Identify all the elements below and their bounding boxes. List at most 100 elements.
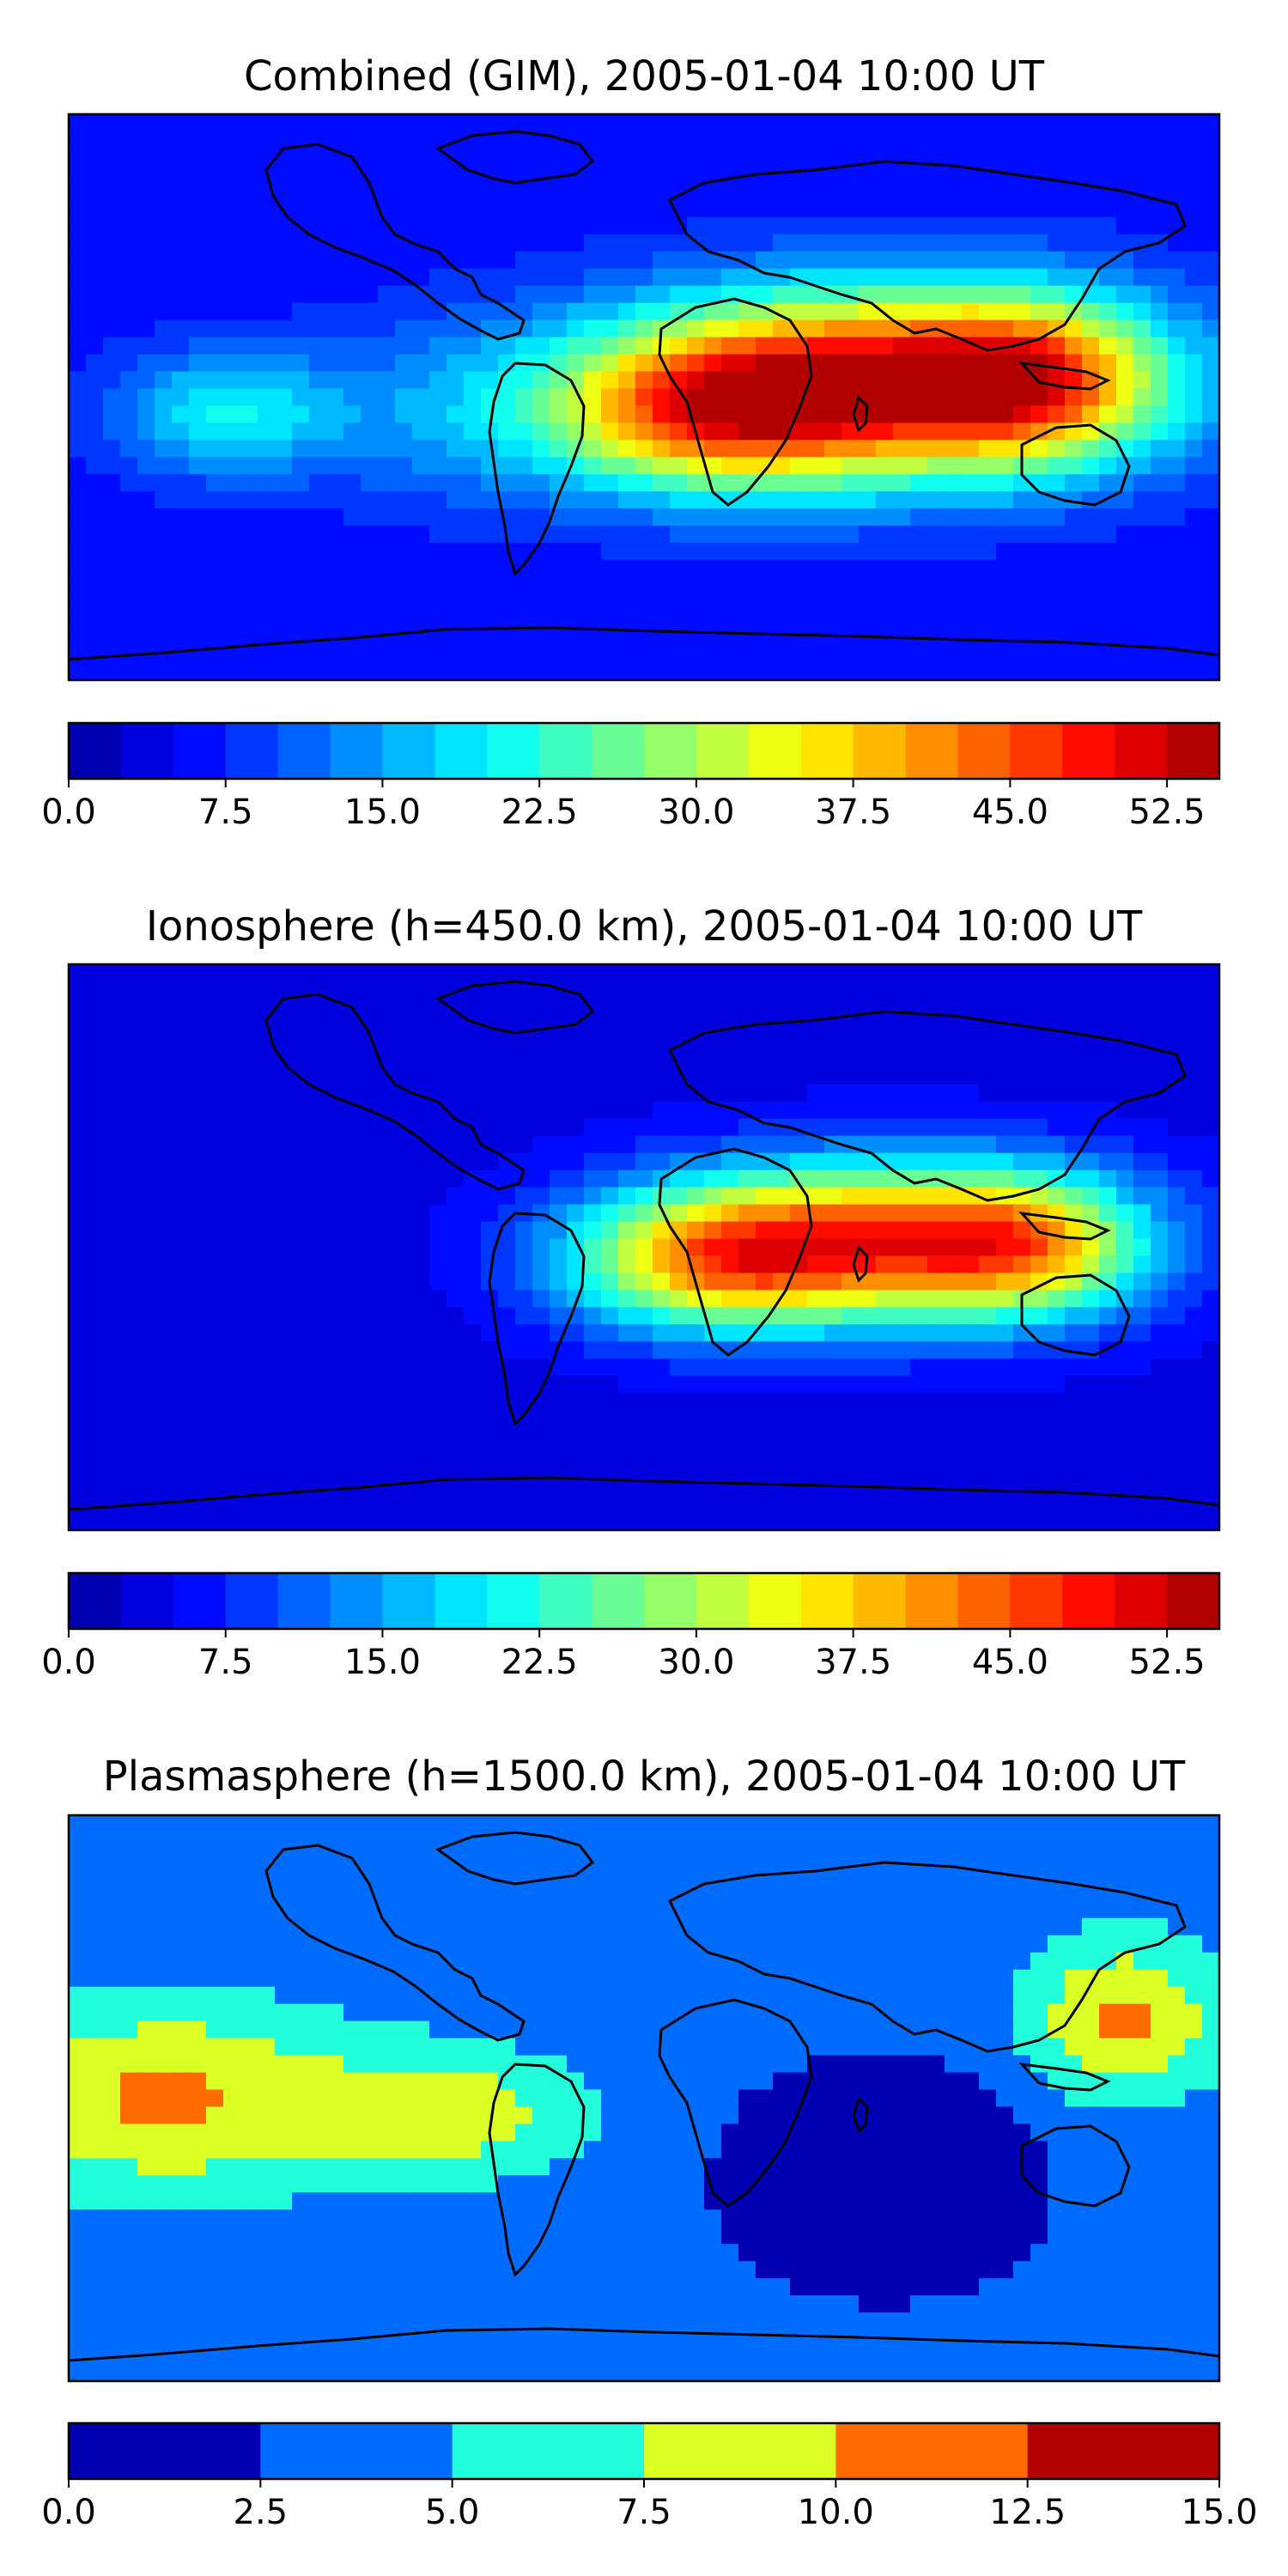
heatmap-cell (550, 560, 568, 578)
heatmap-cell (1168, 1849, 1186, 1868)
heatmap-cell (1065, 405, 1083, 424)
heatmap-cell (498, 1273, 516, 1291)
heatmap-cell (738, 1273, 756, 1291)
heatmap-cell (807, 1358, 825, 1376)
heatmap-cell (378, 560, 396, 578)
heatmap-cell (550, 491, 568, 509)
heatmap-cell (756, 216, 774, 235)
heatmap-cell (1116, 1410, 1134, 1428)
heatmap-cell (859, 165, 877, 184)
heatmap-cell (240, 337, 258, 355)
heatmap-cell (653, 1427, 671, 1445)
heatmap-cell (962, 474, 980, 492)
heatmap-cell (979, 491, 997, 509)
heatmap-cell (704, 199, 722, 218)
heatmap-cell (292, 1376, 310, 1394)
heatmap-cell (309, 1461, 327, 1479)
heatmap-cell (1082, 148, 1100, 167)
heatmap-cell (189, 1849, 207, 1868)
heatmap-cell (1099, 646, 1117, 664)
heatmap-cell (1151, 319, 1169, 338)
heatmap-cell (69, 302, 87, 321)
heatmap-cell (515, 182, 533, 201)
heatmap-cell (1151, 1513, 1169, 1530)
heatmap-cell (103, 114, 121, 132)
heatmap-cell (1013, 629, 1031, 647)
heatmap-cell (137, 508, 155, 526)
heatmap-cell (172, 1015, 190, 1034)
heatmap-cell (670, 1393, 688, 1411)
heatmap-cell (910, 1427, 928, 1445)
heatmap-cell (172, 629, 190, 647)
heatmap-cell (756, 1066, 774, 1085)
heatmap-cell (1116, 1221, 1134, 1240)
heatmap-cell (601, 165, 619, 184)
heatmap-cell (412, 577, 430, 595)
heatmap-cell (326, 388, 344, 407)
colorbar-segment (330, 1573, 383, 1629)
heatmap-cell (962, 199, 980, 218)
heatmap-cell (927, 1221, 945, 1240)
heatmap-cell (550, 251, 568, 270)
heatmap-cell (1082, 114, 1100, 132)
heatmap-cell (670, 457, 688, 475)
heatmap-cell (841, 1410, 860, 1428)
heatmap-cell (1065, 1358, 1083, 1376)
heatmap-cell (1116, 1324, 1134, 1342)
heatmap-cell (120, 1376, 138, 1394)
heatmap-cell (1065, 1461, 1083, 1479)
heatmap-cell (498, 1255, 516, 1274)
heatmap-cell (223, 131, 241, 149)
heatmap-cell (1133, 457, 1151, 475)
heatmap-cell (721, 114, 739, 132)
heatmap-cell (721, 131, 739, 149)
heatmap-cell (910, 1496, 928, 1514)
heatmap-cell (378, 1170, 396, 1188)
heatmap-cell (704, 148, 722, 167)
heatmap-cell (824, 1273, 842, 1291)
heatmap-cell (945, 1135, 963, 1154)
heatmap-cell (1099, 148, 1117, 167)
heatmap-cell (1013, 611, 1031, 629)
heatmap-cell (1013, 508, 1031, 526)
heatmap-cell (1151, 1393, 1169, 1411)
heatmap-cell (137, 1935, 155, 1953)
heatmap-cell (601, 1015, 619, 1034)
heatmap-cell (910, 422, 928, 441)
heatmap-cell (206, 577, 224, 595)
colorbar-segment (69, 1573, 122, 1629)
heatmap-cell (1065, 1444, 1083, 1462)
heatmap-cell (1185, 234, 1203, 252)
heatmap-cell (1185, 457, 1203, 475)
heatmap-cell (773, 1866, 791, 1885)
heatmap-cell (653, 457, 671, 475)
heatmap-cell (927, 611, 945, 629)
heatmap-cell (945, 629, 963, 647)
heatmap-cell (670, 1290, 688, 1308)
heatmap-cell (962, 964, 980, 982)
heatmap-cell (361, 1324, 379, 1342)
heatmap-cell (653, 1341, 671, 1359)
heatmap-cell (670, 491, 688, 509)
heatmap-cell (670, 1815, 688, 1833)
heatmap-cell (223, 165, 241, 184)
heatmap-cell (584, 1015, 602, 1034)
heatmap-cell (532, 319, 550, 338)
heatmap-cell (103, 543, 121, 561)
heatmap-cell (859, 577, 877, 595)
heatmap-cell (807, 1427, 825, 1445)
heatmap-cell (824, 1170, 842, 1188)
heatmap-cell (69, 268, 87, 287)
heatmap-cell (120, 577, 138, 595)
heatmap-cell (1082, 663, 1100, 680)
heatmap-cell (876, 268, 894, 287)
heatmap-cell (137, 302, 155, 321)
heatmap-cell (155, 1866, 173, 1885)
heatmap-cell (945, 1152, 963, 1171)
heatmap-cell (584, 285, 602, 304)
heatmap-cell (447, 646, 465, 664)
heatmap-cell (721, 1032, 739, 1051)
heatmap-cell (996, 964, 1014, 982)
heatmap-cell (979, 1255, 997, 1274)
heatmap-cell (893, 199, 911, 218)
